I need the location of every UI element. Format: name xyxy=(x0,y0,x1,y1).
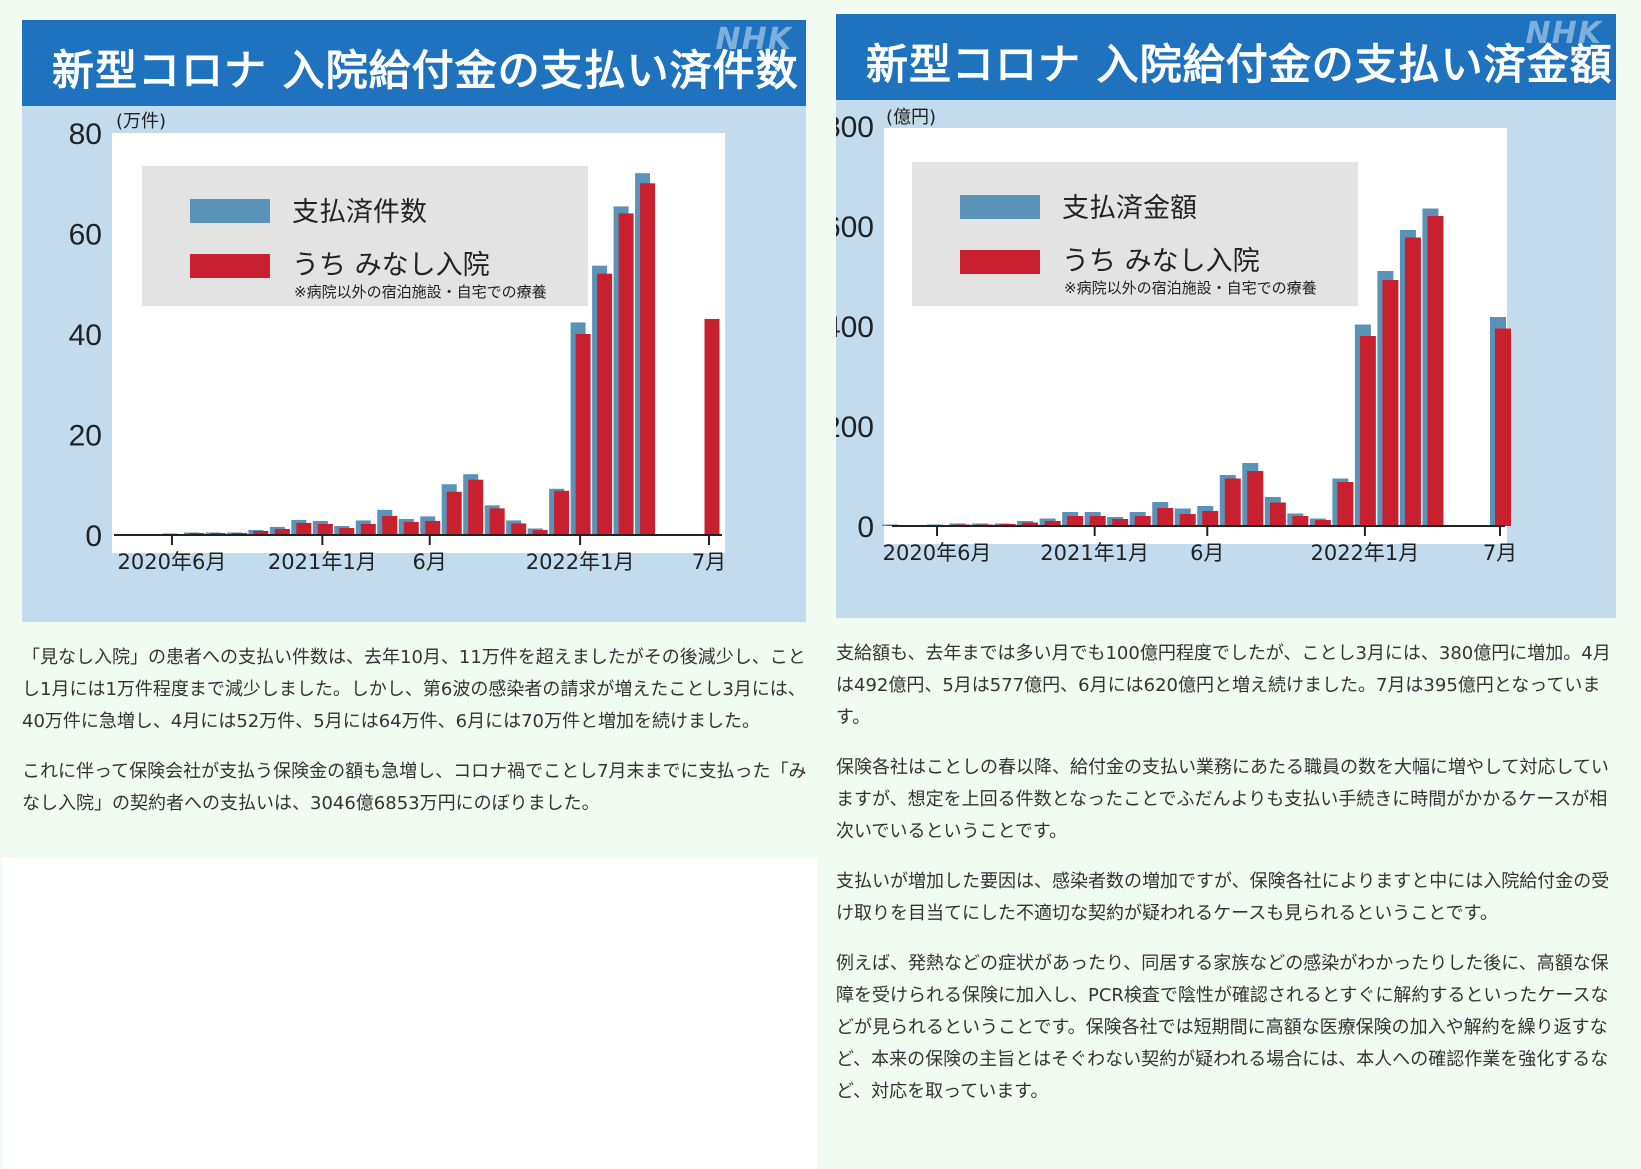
bar-minashi-2022-03 xyxy=(1404,237,1421,526)
legend-box xyxy=(912,162,1358,306)
left-article: 「見なし入院」の患者への支払い件数は、去年10月、11万件を超えましたがその後減… xyxy=(22,642,810,838)
x-tick-label: 2021年1月 xyxy=(268,550,377,574)
bar-minashi-2021-05 xyxy=(403,521,419,535)
y-tick-label: 60 xyxy=(69,219,102,252)
bar-minashi-2021-08 xyxy=(468,479,484,535)
chart-header: 新型コロナ 入院給付金の支払い済件数 NHK xyxy=(22,20,806,106)
bar-minashi-2020-07 xyxy=(188,532,204,535)
chart-title: 新型コロナ 入院給付金の支払い済件数 xyxy=(52,46,799,95)
right-article: 支給額も、去年までは多い月でも100億円程度でしたが、ことし3月には、380億円… xyxy=(836,638,1616,1126)
bar-minashi-2021-01 xyxy=(317,523,333,535)
bar-minashi-2020-08 xyxy=(210,532,226,535)
bar-minashi-2021-03 xyxy=(360,523,376,535)
bar-minashi-2021-01 xyxy=(1089,516,1106,526)
legend-swatch-total xyxy=(960,195,1040,219)
bar-minashi-2022-02 xyxy=(597,273,613,535)
y-tick-label: 40 xyxy=(69,319,102,352)
legend-note: ※病院以外の宿泊施設・自宅での療養 xyxy=(1064,279,1317,297)
bar-minashi-2020-11 xyxy=(274,528,290,535)
legend-label-total: 支払済金額 xyxy=(1062,193,1197,224)
legend-label-minashi: うち みなし入院 xyxy=(292,250,490,281)
chart-amount: 0 200 400 600 800 (億円) 2020年6月 2021年1月 6月 2022年1月… xyxy=(836,107,1517,565)
x-tick-label: 2020年6月 xyxy=(118,550,227,574)
bar-minashi-2021-03 xyxy=(1134,516,1151,526)
bar-minashi-2022-01 xyxy=(1359,336,1376,526)
bar-minashi-2022-07 xyxy=(704,318,720,535)
x-tick-label: 2020年6月 xyxy=(883,541,992,565)
bar-minashi-2021-12 xyxy=(554,490,570,535)
legend-box xyxy=(142,166,588,306)
bar-minashi-2021-10 xyxy=(1292,516,1309,526)
bar-minashi-2021-04 xyxy=(1157,508,1174,526)
y-tick-label: 600 xyxy=(836,211,874,244)
bar-minashi-2021-10 xyxy=(511,523,527,535)
bar-minashi-2021-11 xyxy=(1314,520,1331,526)
paragraph: これに伴って保険会社が支払う保険金の額も急増し、コロナ禍でことし7月末までに支払… xyxy=(22,761,807,814)
y-tick-label: 800 xyxy=(836,111,874,144)
y-tick-label: 400 xyxy=(836,311,874,344)
nhk-logo: NHK xyxy=(1525,16,1602,51)
bar-minashi-2021-09 xyxy=(1269,502,1286,526)
bar-minashi-2022-04 xyxy=(1427,216,1444,526)
x-tick-label: 6月 xyxy=(1190,541,1224,565)
bar-minashi-2021-11 xyxy=(532,529,548,535)
bar-minashi-2021-04 xyxy=(382,515,398,535)
bar-minashi-2021-07 xyxy=(446,491,462,535)
bar-minashi-2020-10 xyxy=(1022,522,1039,526)
bar-minashi-2020-10 xyxy=(253,530,269,535)
x-tick-label: 2022年1月 xyxy=(526,550,635,574)
bar-minashi-2022-04 xyxy=(640,183,656,535)
paragraph: 例えば、発熱などの症状があったり、同居する家族などの感染がわかったりした後に、高… xyxy=(836,953,1609,1102)
paragraph: 保険各社はことしの春以降、給付金の支払い業務にあたる職員の数を大幅に増やして対応… xyxy=(836,757,1609,842)
y-axis-unit: (億円) xyxy=(886,107,936,128)
legend-label-total: 支払済件数 xyxy=(292,197,427,228)
legend-swatch-minashi xyxy=(960,250,1040,274)
bar-minashi-2022-01 xyxy=(575,334,591,535)
paragraph: 支給額も、去年までは多い月でも100億円程度でしたが、ことし3月には、380億円… xyxy=(836,643,1611,728)
bar-minashi-2020-12 xyxy=(296,522,312,535)
paragraph: 「見なし入院」の患者への支払い件数は、去年10月、11万件を超えましたがその後減… xyxy=(22,647,806,732)
bar-minashi-2020-09 xyxy=(231,532,247,535)
y-tick-label: 20 xyxy=(69,420,102,453)
bar-minashi-2021-02 xyxy=(339,527,355,535)
x-tick-label: 6月 xyxy=(413,550,447,574)
legend-label-minashi: うち みなし入院 xyxy=(1062,246,1260,277)
bar-minashi-2021-02 xyxy=(1112,519,1129,526)
bar-minashi-2022-03 xyxy=(618,213,634,535)
x-tick-label: 7月 xyxy=(692,550,726,574)
bar-minashi-2021-08 xyxy=(1247,471,1264,526)
legend-swatch-minashi xyxy=(190,254,270,278)
y-axis-unit: (万件) xyxy=(116,111,166,132)
bar-minashi-2022-07 xyxy=(1495,328,1511,526)
y-tick-label: 0 xyxy=(857,511,874,544)
legend-swatch-total xyxy=(190,199,270,223)
bar-minashi-2020-12 xyxy=(1067,516,1084,526)
bar-minashi-2021-07 xyxy=(1224,478,1241,526)
y-tick-label: 200 xyxy=(836,411,874,444)
chart-panel-amount: 新型コロナ 入院給付金の支払い済金額 NHK 0 200 400 600 800 (億円)… xyxy=(836,14,1616,618)
x-tick-label: 2022年1月 xyxy=(1310,541,1419,565)
x-tick-label: 7月 xyxy=(1483,541,1517,565)
y-tick-label: 0 xyxy=(85,520,102,553)
chart-title: 新型コロナ 入院給付金の支払い済金額 xyxy=(866,40,1613,89)
y-tick-label: 80 xyxy=(69,118,102,151)
x-tick-label: 2021年1月 xyxy=(1040,541,1149,565)
bar-minashi-2021-06 xyxy=(1202,511,1219,526)
chart-count: 0 20 40 60 80 (万件) 2020年6月 2021年1月 6月 2022年1月 7月 支払… xyxy=(69,111,727,574)
bar-minashi-2022-02 xyxy=(1382,280,1399,526)
bar-minashi-2021-09 xyxy=(489,508,505,535)
chart-panel-count: 新型コロナ 入院給付金の支払い済件数 NHK 0 20 40 60 80 (万件) 2020… xyxy=(22,20,806,622)
bar-minashi-2020-11 xyxy=(1044,521,1061,526)
paragraph: 支払いが増加した要因は、感染者数の増加ですが、保険各社によりますと中には入院給付… xyxy=(836,871,1610,924)
legend-note: ※病院以外の宿泊施設・自宅での療養 xyxy=(294,283,547,301)
bar-minashi-2021-12 xyxy=(1337,482,1354,526)
white-background-patch xyxy=(2,858,817,1169)
bar-minashi-2021-06 xyxy=(425,520,441,535)
nhk-logo: NHK xyxy=(715,22,792,57)
chart-header: 新型コロナ 入院給付金の支払い済金額 NHK xyxy=(836,14,1616,100)
bar-minashi-2021-05 xyxy=(1179,514,1196,526)
